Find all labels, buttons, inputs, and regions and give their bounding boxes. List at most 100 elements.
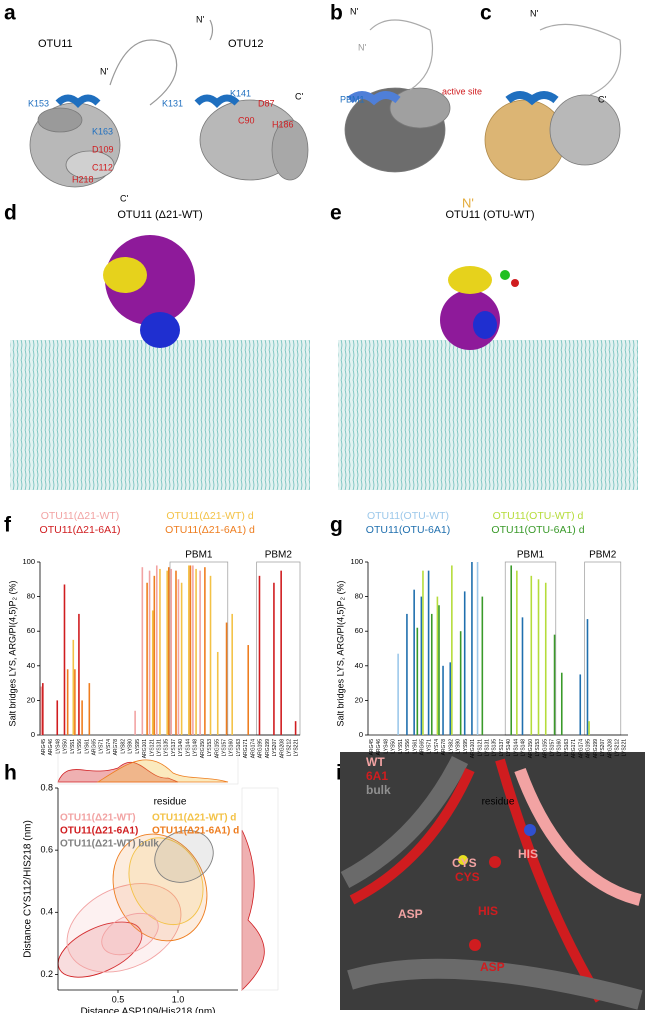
x-tick-label: ARG174 <box>578 739 584 758</box>
bar <box>280 570 282 735</box>
y-tick-label: 40 <box>27 661 35 670</box>
bar <box>141 567 144 735</box>
panel-letter: b <box>330 2 343 25</box>
density-contour <box>57 921 143 978</box>
bar <box>74 669 76 735</box>
x-tick-label: LYS135 <box>164 739 170 757</box>
region-box <box>256 561 301 736</box>
residue-label: H218 <box>72 174 94 184</box>
bar <box>204 567 206 735</box>
x-tick-label: ARG171 <box>571 739 577 758</box>
legend-entry: 6A1 <box>366 769 388 783</box>
y-tick-label: 0 <box>31 730 35 739</box>
bar <box>40 686 43 735</box>
y-axis-label: Salt bridges LYS, ARG/PI(4,5)P₂ (%) <box>335 581 345 727</box>
x-tick-label: ARG171 <box>243 739 249 758</box>
bar <box>180 582 183 735</box>
bar <box>397 653 399 735</box>
x-tick-label: LYS137 <box>171 739 177 757</box>
x-tick-label: ARG65 <box>91 739 97 756</box>
marginal-density-x <box>96 759 229 783</box>
y-axis-label: Salt bridges LYS, ARG/PI(4,5)P₂ (%) <box>7 581 17 727</box>
legend-entry: OTU11(OTU-6A1) <box>366 524 450 536</box>
y-tick-label: 60 <box>355 626 363 635</box>
bar <box>88 683 91 735</box>
legend-entry: OTU11(Δ21-6A1) d <box>152 826 239 837</box>
panel-letter: f <box>4 514 12 537</box>
y-tick-label: 80 <box>355 592 363 601</box>
residue-label: HIS <box>478 904 498 918</box>
panel-a-labels: OTU11 OTU12 K153 K163 N' D109 C112 H218 … <box>28 6 606 210</box>
y-tick-label: 80 <box>27 592 35 601</box>
bar <box>66 669 69 735</box>
region-box <box>584 561 622 736</box>
x-tick-label: ARG195 <box>258 739 264 758</box>
bar <box>199 570 201 735</box>
region-label: PBM1 <box>517 550 545 561</box>
x-tick-label: LYS207 <box>600 739 606 757</box>
x-tick-label: LYS95 <box>135 739 141 754</box>
bar <box>579 674 582 735</box>
x-tick-label: LYS61 <box>84 739 90 754</box>
x-tick-label: LYS50 <box>391 739 397 754</box>
x-tick-label: LYS160 <box>557 739 563 757</box>
legend-entry: OTU11(Δ21-6A1) d <box>165 524 255 536</box>
x-tick-label: ARG195 <box>586 739 592 758</box>
density-contour <box>128 837 204 926</box>
bar <box>560 672 563 735</box>
x-tick-label: ARG46 <box>48 739 54 756</box>
marginal-frame <box>241 787 279 991</box>
x-tick-label: LYS90 <box>456 739 462 754</box>
bar <box>63 584 66 735</box>
x-tick-label: ARG78 <box>441 739 447 756</box>
x-tick-label: LYS90 <box>128 739 134 754</box>
x-tick-label: LYS56 <box>405 739 411 754</box>
x-tick-label: LYS212 <box>286 739 292 757</box>
bar <box>537 579 540 735</box>
panel-letter: d <box>4 202 17 225</box>
x-tick-label: LYS221 <box>622 739 628 757</box>
y-tick-label: 40 <box>355 661 363 670</box>
x-tick-label: LYS140 <box>506 739 512 757</box>
x-axis-label: residue <box>482 797 515 808</box>
residue-label: K141 <box>230 88 251 98</box>
bar <box>134 710 136 735</box>
terminus-label: C' <box>598 94 606 104</box>
x-tick-label: LYS121 <box>149 739 155 757</box>
x-tick-label: LYS137 <box>499 739 505 757</box>
x-tick-label: LYS74 <box>434 739 440 754</box>
y-tick-label: 100 <box>350 557 363 566</box>
bar <box>159 568 161 735</box>
x-tick-label: LYS56 <box>77 739 83 754</box>
bar <box>231 613 233 735</box>
terminus-label: N' <box>196 14 204 24</box>
panel-letter: i <box>336 762 342 785</box>
bar <box>530 575 533 735</box>
bar <box>166 570 168 735</box>
y-tick-label: 0.6 <box>40 845 53 855</box>
x-tick-label: LYS144 <box>513 739 519 757</box>
legend-entry: OTU11(OTU-6A1) d <box>491 524 584 536</box>
region-label: active site <box>442 86 482 96</box>
x-tick-label: ARG101 <box>470 739 476 758</box>
panel-i-labels: WT 6A1 bulk HIS CYS CYS ASP HIS ASP <box>366 755 538 974</box>
bar <box>81 700 83 735</box>
density-contour <box>112 833 208 942</box>
residue-label: D109 <box>92 144 114 154</box>
x-tick-label: LYS153 <box>207 739 213 757</box>
bar <box>442 665 444 735</box>
x-tick-label: LYS144 <box>185 739 191 757</box>
marginal-density-x <box>57 761 179 783</box>
residue-label: K131 <box>162 98 183 108</box>
bar <box>481 596 484 735</box>
bar <box>420 596 423 735</box>
density-contour <box>66 883 182 973</box>
bar <box>175 570 177 735</box>
bar <box>192 565 194 735</box>
residue-label: ASP <box>398 907 423 921</box>
bar <box>588 721 590 735</box>
bar <box>436 596 439 735</box>
bar <box>438 605 440 735</box>
terminus-label: N' <box>358 42 366 52</box>
x-tick-label: ARG199 <box>265 739 271 758</box>
